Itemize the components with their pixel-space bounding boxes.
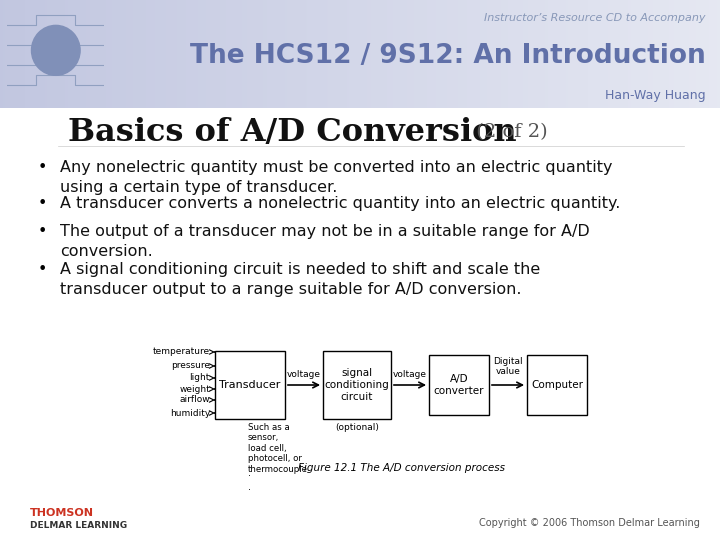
Text: airflow: airflow	[179, 395, 210, 404]
Text: pressure: pressure	[171, 361, 210, 370]
Text: voltage: voltage	[393, 370, 427, 379]
Text: •: •	[37, 224, 47, 239]
Text: ·
·: · ·	[248, 471, 251, 495]
Bar	[429, 355, 489, 415]
Text: Digital
value: Digital value	[493, 356, 523, 376]
Text: (optional): (optional)	[335, 423, 379, 432]
Bar	[527, 355, 587, 415]
Text: The output of a transducer may not be in a suitable range for A/D
conversion.: The output of a transducer may not be in…	[60, 224, 590, 259]
Text: light: light	[189, 374, 210, 382]
Circle shape	[32, 25, 80, 75]
Text: Basics of A/D Conversion: Basics of A/D Conversion	[68, 117, 517, 147]
Text: humidity: humidity	[170, 408, 210, 417]
Bar	[215, 351, 285, 419]
Text: Any nonelectric quantity must be converted into an electric quantity
using a cer: Any nonelectric quantity must be convert…	[60, 160, 613, 195]
Text: Han-Way Huang: Han-Way Huang	[605, 89, 706, 102]
Text: Such as a
sensor,
load cell,
photocell, or
thermocouple: Such as a sensor, load cell, photocell, …	[248, 423, 308, 474]
Text: THOMSON: THOMSON	[30, 508, 94, 518]
Text: A/D
converter: A/D converter	[433, 374, 485, 396]
Text: Figure 12.1 The A/D conversion process: Figure 12.1 The A/D conversion process	[297, 463, 505, 473]
Text: •: •	[37, 160, 47, 175]
Text: •: •	[37, 196, 47, 211]
Text: Copyright © 2006 Thomson Delmar Learning: Copyright © 2006 Thomson Delmar Learning	[479, 518, 700, 528]
Text: Transducer: Transducer	[220, 380, 281, 390]
Text: Instructor’s Resource CD to Accompany: Instructor’s Resource CD to Accompany	[484, 13, 706, 23]
Text: DELMAR LEARNING: DELMAR LEARNING	[30, 521, 127, 530]
Bar	[323, 351, 391, 419]
Text: signal
conditioning
circuit: signal conditioning circuit	[325, 368, 390, 402]
Text: Computer: Computer	[531, 380, 583, 390]
Text: (2 of 2): (2 of 2)	[470, 123, 548, 141]
Text: weight: weight	[179, 384, 210, 394]
Text: temperature: temperature	[153, 348, 210, 356]
Text: A transducer converts a nonelectric quantity into an electric quantity.: A transducer converts a nonelectric quan…	[60, 196, 621, 211]
Text: The HCS12 / 9S12: An Introduction: The HCS12 / 9S12: An Introduction	[190, 43, 706, 69]
Text: A signal conditioning circuit is needed to shift and scale the
transducer output: A signal conditioning circuit is needed …	[60, 262, 540, 298]
Text: voltage: voltage	[287, 370, 321, 379]
Text: •: •	[37, 262, 47, 277]
